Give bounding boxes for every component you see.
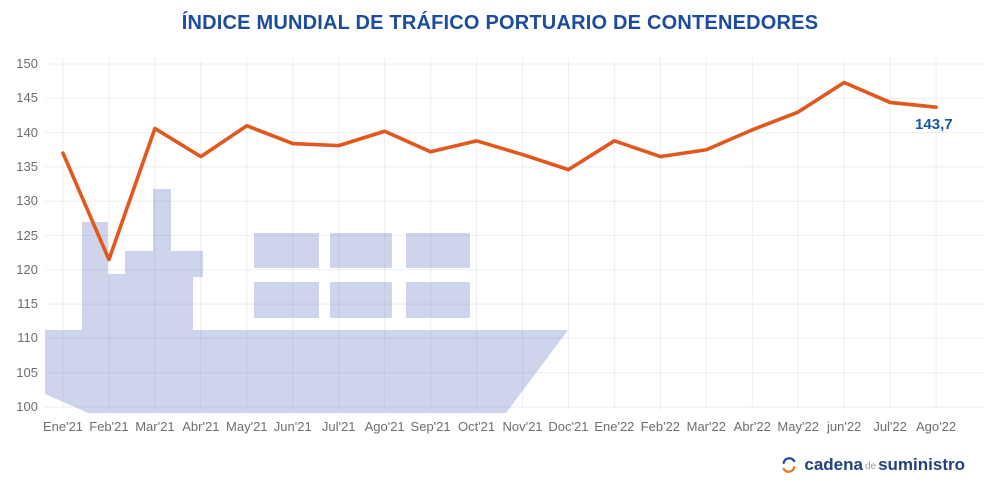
x-tick-label: Jul'22 (873, 419, 907, 434)
container-box (254, 282, 319, 318)
logo: cadena de suministro (780, 455, 965, 475)
y-tick-label: 130 (16, 193, 38, 209)
container-box (330, 233, 392, 268)
container-box (254, 233, 319, 268)
y-tick-label: 115 (17, 296, 38, 312)
x-tick-label: Sep'21 (410, 419, 451, 434)
x-tick-label: Abr'22 (733, 419, 771, 434)
gridlines (45, 58, 985, 410)
logo-refresh-icon (782, 457, 796, 473)
x-tick-label: Feb'21 (89, 419, 129, 434)
y-tick-label: 125 (16, 227, 38, 243)
y-tick-label: 100 (16, 399, 38, 414)
ship-deckhouse-ledge (193, 251, 203, 277)
x-tick-label: Abr'21 (182, 419, 220, 434)
x-tick-label: Doc'21 (548, 419, 589, 434)
container-box (406, 282, 470, 318)
x-tick-label: Feb'22 (640, 419, 681, 434)
y-tick-label: 110 (17, 330, 38, 346)
x-tick-label: May'21 (226, 419, 268, 434)
logo-word-de: de (864, 461, 877, 472)
ship-superstructure-step (108, 274, 125, 332)
x-tick-label: Ago'22 (916, 419, 957, 434)
chart-title: ÍNDICE MUNDIAL DE TRÁFICO PORTUARIO DE C… (181, 12, 819, 34)
y-tick-label: 105 (16, 364, 38, 380)
ship-deckhouse (125, 251, 193, 332)
y-tick-label: 120 (16, 261, 38, 277)
logo-wordmark: cadena de suministro (804, 455, 965, 475)
x-tick-label: Jun'21 (273, 419, 312, 434)
x-tick-label: Ago'21 (364, 419, 405, 434)
x-tick-label: jun'22 (826, 419, 862, 434)
index-line-series (61, 80, 938, 262)
x-tick-label: Oct'21 (457, 419, 496, 434)
x-tick-label: May'22 (777, 419, 819, 434)
container-box (406, 233, 470, 268)
x-tick-label: Jul'21 (321, 419, 356, 434)
logo-word-suministro: suministro (878, 455, 965, 474)
y-tick-label: 145 (16, 90, 38, 106)
x-tick-label: Ene'21 (42, 419, 84, 434)
container-ship-watermark (45, 189, 568, 413)
x-tick-label: Mar'22 (686, 419, 726, 434)
y-tick-label: 135 (16, 158, 38, 174)
ship-superstructure (82, 222, 108, 332)
y-tick-label: 140 (16, 124, 38, 140)
logo-word-cadena: cadena (804, 455, 863, 474)
last-value-label: 143,7 (915, 116, 953, 134)
x-tick-label: Ene'22 (594, 419, 635, 434)
x-tick-label: Nov'21 (502, 419, 543, 434)
y-tick-label: 150 (16, 56, 38, 71)
x-tick-label: Mar'21 (135, 419, 175, 434)
ship-funnel (153, 189, 171, 253)
container-box (330, 282, 392, 318)
ship-hull (45, 330, 568, 413)
